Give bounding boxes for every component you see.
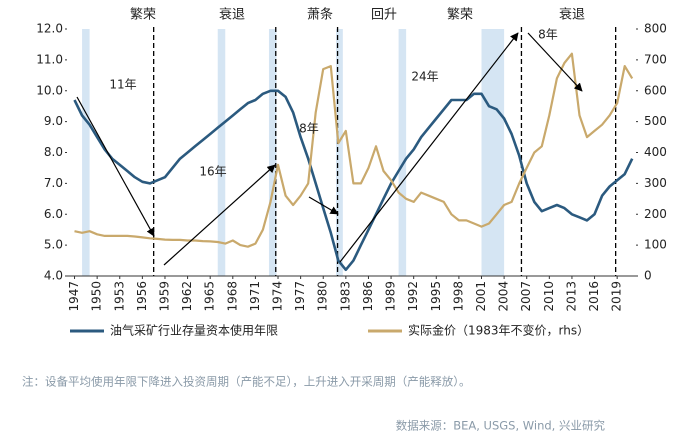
arrow-label: 24年 (411, 70, 438, 84)
y2-tick-label: 500 (644, 114, 667, 128)
x-tick-label: 1992 (406, 281, 420, 312)
x-tick-label: 1995 (429, 281, 443, 312)
cycle-arrow (527, 32, 583, 92)
series-line (73, 89, 634, 272)
x-tick-label: 1962 (180, 281, 194, 312)
x-tick-label: 1950 (90, 281, 104, 312)
y-tick-label: 6.0 (44, 207, 63, 221)
x-tick-label: 1986 (361, 281, 375, 312)
y2-tick-label: 100 (644, 238, 667, 252)
x-tick-label: 2001 (474, 281, 488, 312)
y2-tick-label: 700 (644, 52, 667, 66)
shaded-range (82, 29, 90, 276)
x-tick-label: 1953 (112, 281, 126, 312)
phase-label: 繁荣 (130, 7, 156, 23)
y2-tick-label: 800 (644, 22, 667, 36)
cycle-arrow (163, 164, 276, 266)
y2-tick-label: 200 (644, 207, 667, 221)
footnote: 注：设备平均使用年限下降进入投资周期（产能不足），上升进入开采周期（产能释放）。 (22, 375, 471, 389)
x-tick-label: 2019 (610, 281, 624, 312)
y-tick-label: 9.0 (44, 114, 63, 128)
y-tick-label: 5.0 (44, 238, 63, 252)
phase-label: 衰退 (559, 7, 585, 23)
arrow-label: 16年 (199, 165, 226, 179)
y-tick-label: 4.0 (44, 269, 63, 283)
phase-label: 衰退 (219, 7, 245, 23)
y-tick-label: 7.0 (44, 176, 63, 190)
y2-tick-label: 600 (644, 83, 667, 97)
shaded-range (481, 29, 505, 276)
phase-label: 萧条 (307, 7, 333, 23)
cycle-arrow (308, 196, 339, 215)
y2-tick-label: 300 (644, 176, 667, 190)
x-tick-label: 1980 (316, 281, 330, 312)
x-tick-label: 1974 (271, 281, 285, 312)
x-tick-label: 1968 (225, 281, 239, 312)
x-tick-label: 2007 (519, 281, 533, 312)
shaded-range (398, 29, 407, 276)
x-tick-label: 1977 (293, 281, 307, 312)
y-tick-label: 8.0 (44, 145, 63, 159)
y2-tick-label: 400 (644, 145, 667, 159)
x-tick-label: 1956 (135, 281, 149, 312)
cycle-arrow (339, 32, 519, 263)
x-tick-label: 1983 (338, 281, 352, 312)
x-tick-label: 1947 (67, 281, 81, 312)
arrow-label: 11年 (109, 78, 136, 92)
source: 数据来源：BEA, USGS, Wind, 兴业研究 (396, 419, 606, 433)
shaded-range (336, 29, 343, 276)
x-tick-label: 2016 (587, 281, 601, 312)
shaded-range (268, 29, 277, 276)
y-tick-label: 10.0 (36, 83, 63, 97)
shaded-range (217, 29, 226, 276)
cycle-arrow (76, 96, 155, 237)
phase-label: 繁荣 (447, 7, 473, 23)
y2-tick-label: 0 (644, 269, 652, 283)
arrow-label: 8年 (299, 122, 319, 136)
phase-label: 回升 (371, 8, 397, 23)
x-tick-label: 2013 (564, 281, 578, 312)
x-tick-label: 1998 (451, 281, 465, 312)
y-tick-label: 11.0 (36, 52, 63, 66)
y-tick-label: 12.0 (36, 22, 63, 36)
x-tick-label: 2004 (497, 281, 511, 312)
x-tick-label: 1959 (157, 281, 171, 312)
arrow-label: 8年 (538, 28, 558, 42)
x-tick-label: 1989 (384, 281, 398, 312)
x-tick-label: 1965 (203, 281, 217, 312)
legend-label: 实际金价（1983年不变价，rhs） (408, 323, 589, 338)
series-line (74, 52, 634, 248)
legend-label: 油气采矿行业存量资本使用年限 (110, 323, 278, 338)
x-tick-label: 2010 (542, 281, 556, 312)
x-tick-label: 1971 (248, 281, 262, 312)
